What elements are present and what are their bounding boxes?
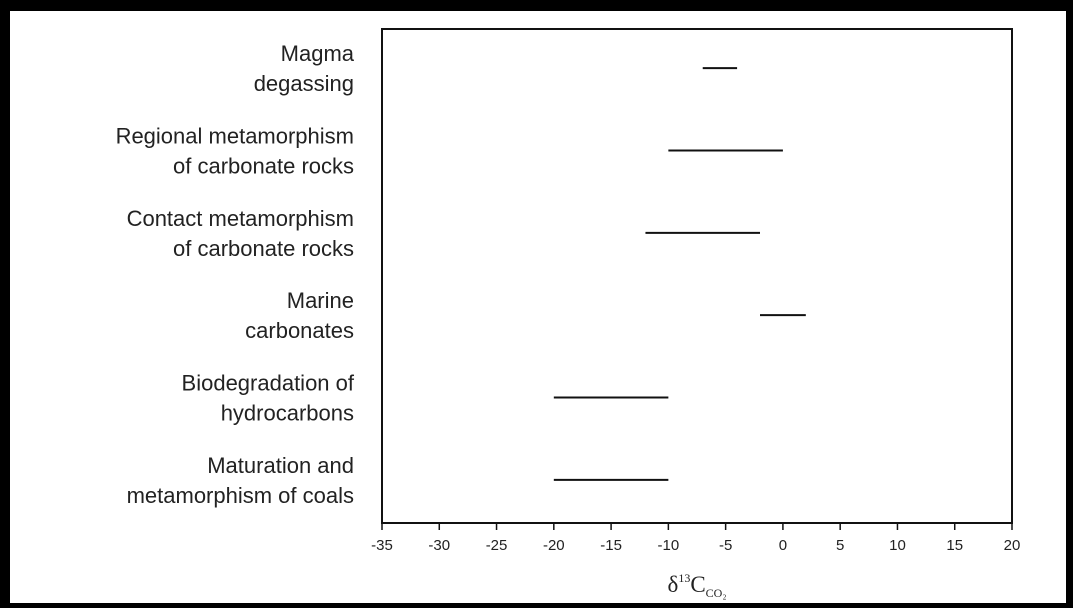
x-tick-label: 10 (889, 537, 906, 554)
category-label-line2: carbonates (245, 318, 354, 343)
x-axis-title-symbol: δ (667, 572, 678, 597)
range-lines (553, 67, 806, 481)
x-tick-label: -35 (371, 537, 393, 554)
category-label-line1: Regional metamorphism (116, 124, 354, 149)
category-label-line2: degassing (254, 71, 354, 96)
x-axis-title: δ13CCO₂ (667, 571, 726, 600)
x-tick-label: -5 (719, 537, 732, 554)
category-label-line1: Magma (281, 41, 355, 66)
x-axis-title-superscript: 13 (678, 571, 690, 585)
category-label-line2: of carbonate rocks (173, 236, 354, 261)
figure-panel: Magma degassing Regional metamorphism of ca… (10, 11, 1066, 603)
x-tick-label: 0 (779, 537, 787, 554)
category-label-line1: Maturation and (207, 453, 354, 478)
category-label-line2: of carbonate rocks (173, 154, 354, 179)
x-tick-label: 20 (1004, 537, 1021, 554)
category-label-line1: Biodegradation of (182, 371, 355, 396)
x-tick-label: -25 (486, 537, 508, 554)
range-chart: Magma degassing Regional metamorphism of ca… (116, 28, 1020, 600)
x-tick-label: -20 (543, 537, 565, 554)
category-label-line1: Marine (287, 288, 354, 313)
x-tick-label: -10 (658, 537, 680, 554)
x-tick-label: 15 (946, 537, 963, 554)
x-axis-title-base: C (690, 572, 705, 597)
category-labels: Magma degassing Regional metamorphism of ca… (116, 41, 355, 508)
x-tick-label: -30 (428, 537, 450, 554)
x-tick-label: 5 (836, 537, 844, 554)
category-label-line2: metamorphism of coals (127, 483, 354, 508)
plot-area-frame (381, 28, 1013, 524)
x-tick-label: -15 (600, 537, 622, 554)
category-label-line2: hydrocarbons (221, 401, 354, 426)
x-axis-ticks: -35 -30 -25 -20 -15 -10 -5 0 5 10 15 20 (371, 523, 1020, 554)
category-label-line1: Contact metamorphism (127, 206, 354, 231)
x-axis-title-subscript: CO₂ (706, 586, 727, 600)
